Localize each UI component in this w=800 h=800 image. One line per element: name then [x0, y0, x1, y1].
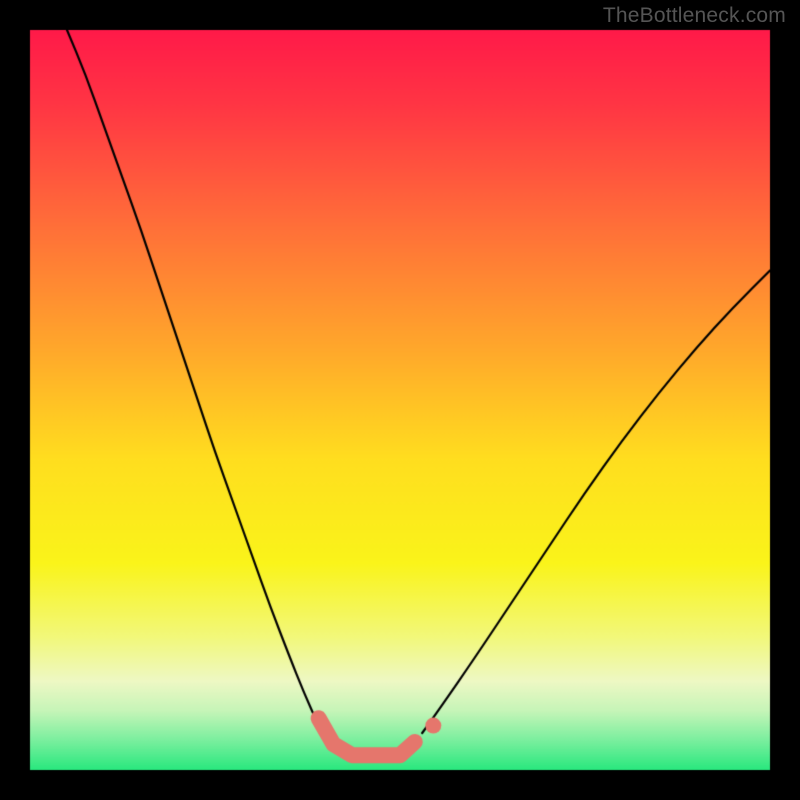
bottleneck-curve-chart	[0, 0, 800, 800]
watermark-text: TheBottleneck.com	[603, 4, 786, 28]
